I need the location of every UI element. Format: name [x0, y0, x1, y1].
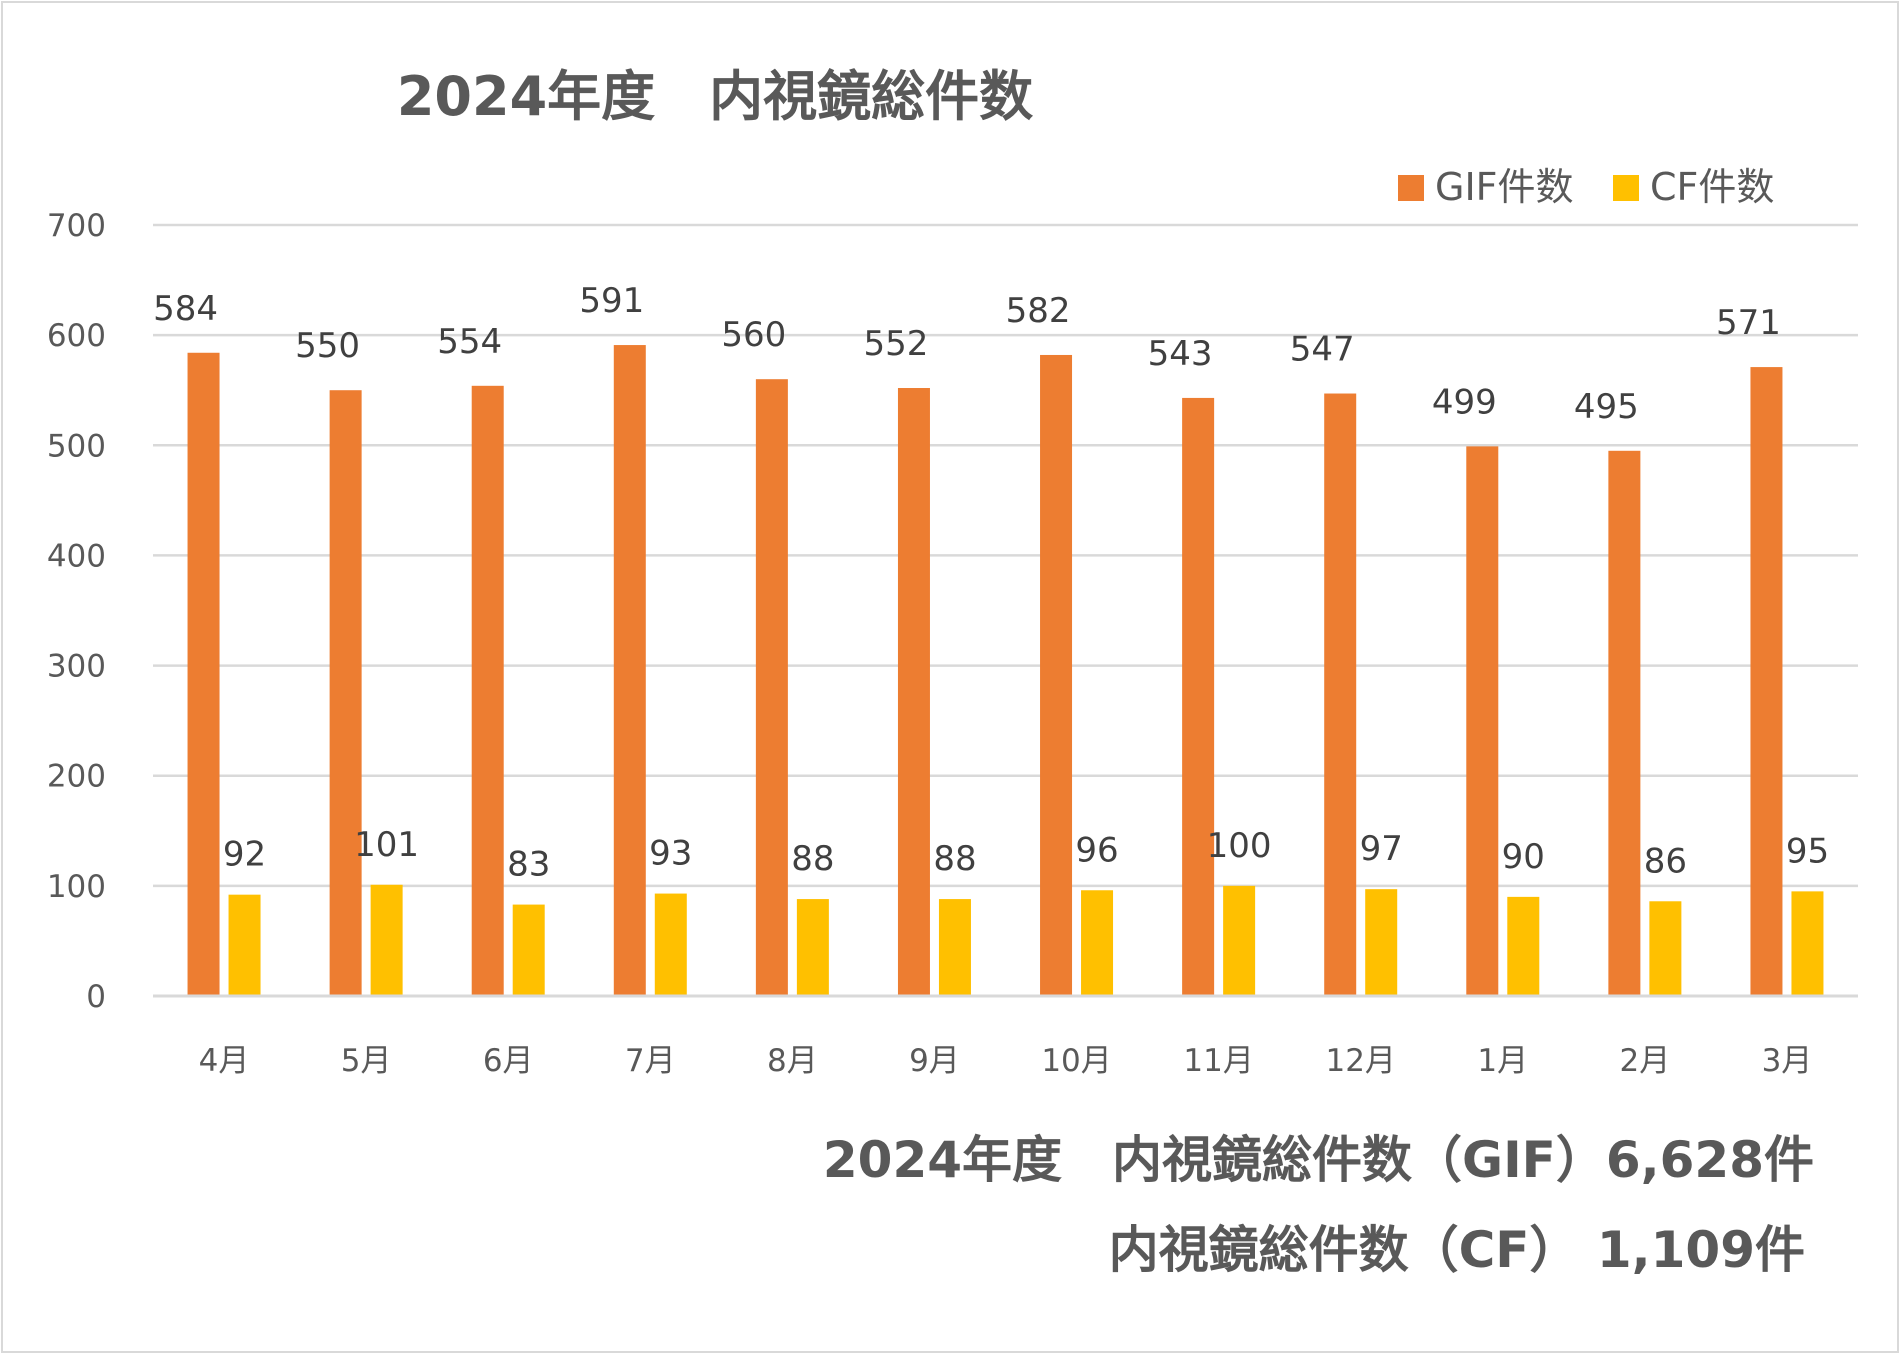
bar-gif-5月: [329, 390, 362, 996]
y-tick-label: 500: [47, 428, 106, 464]
data-label-cf: 101: [354, 825, 419, 865]
y-axis: 0 100 200 300 400 500 600 700: [47, 208, 106, 1015]
data-label-cf: 83: [507, 845, 550, 885]
y-tick-label: 200: [47, 759, 106, 795]
bar-cf-9月: [938, 899, 971, 996]
bar-gif-10月: [1040, 354, 1073, 996]
data-label-cf: 93: [649, 834, 692, 874]
bars: [187, 345, 1824, 997]
data-label-cf: 90: [1502, 837, 1545, 877]
data-label-cf: 100: [1207, 826, 1272, 866]
legend-swatch: [1398, 175, 1424, 201]
legend-label: GIF件数: [1435, 165, 1574, 209]
data-label-cf: 86: [1644, 841, 1687, 881]
bar-cf-2月: [1649, 901, 1682, 996]
data-label-gif: 584: [153, 289, 218, 329]
summary-cf-total: 内視鏡総件数（CF） 1,109件: [1109, 1221, 1805, 1279]
bar-gif-8月: [755, 379, 788, 996]
data-label-gif: 547: [1290, 330, 1355, 370]
bar-cf-8月: [796, 899, 829, 996]
data-label-cf: 97: [1360, 829, 1403, 869]
bar-cf-12月: [1365, 889, 1398, 996]
bar-gif-1月: [1466, 446, 1499, 996]
x-tick-label: 10月: [1041, 1043, 1111, 1079]
data-label-gif: 554: [437, 322, 502, 362]
gridlines: [153, 223, 1858, 998]
data-label-gif: 499: [1432, 382, 1497, 422]
data-label-cf: 96: [1075, 830, 1118, 870]
data-label-cf: 95: [1786, 831, 1829, 871]
data-label-gif: 582: [1006, 291, 1071, 331]
data-label-gif: 571: [1716, 303, 1781, 343]
x-tick-label: 3月: [1762, 1043, 1813, 1079]
data-label-gif: 495: [1574, 387, 1639, 427]
data-label-cf: 88: [791, 839, 834, 879]
x-tick-label: 5月: [341, 1043, 392, 1079]
bar-gif-3月: [1750, 367, 1783, 996]
y-tick-label: 600: [47, 318, 106, 354]
bar-gif-11月: [1182, 397, 1215, 996]
y-tick-label: 400: [47, 538, 106, 574]
y-tick-label: 700: [47, 208, 106, 244]
x-tick-label: 4月: [199, 1043, 250, 1079]
data-label-cf: 88: [933, 839, 976, 879]
endoscopy-bar-chart: 2024年度 内視鏡総件数 0 100 200 300 400 500 600 700 584…: [47, 65, 1858, 1279]
y-tick-label: 100: [47, 869, 106, 905]
x-axis: 4月 5月 6月 7月 8月 9月 10月 11月 12月 1月 2月 3月: [153, 994, 1858, 1079]
data-label-gif: 552: [864, 324, 929, 364]
data-label-gif: 543: [1148, 334, 1213, 374]
data-labels: 584 92 550 101 554 83 591 93 560 88 552 88 582 96 543 1…: [153, 281, 1829, 885]
x-tick-label: 8月: [767, 1043, 818, 1079]
y-tick-label: 300: [47, 649, 106, 685]
bar-cf-3月: [1791, 891, 1824, 996]
bar-cf-6月: [512, 904, 545, 996]
x-tick-label: 12月: [1325, 1043, 1395, 1079]
x-tick-label: 9月: [909, 1043, 960, 1079]
bar-gif-12月: [1324, 393, 1357, 997]
data-label-gif: 550: [295, 326, 360, 366]
bar-cf-1月: [1507, 896, 1540, 996]
y-tick-label: 0: [86, 979, 106, 1015]
data-label-gif: 591: [579, 281, 644, 321]
chart-title: 2024年度 内視鏡総件数: [397, 65, 1033, 128]
legend: GIF件数 CF件数: [1398, 165, 1774, 209]
legend-label: CF件数: [1650, 165, 1774, 209]
legend-swatch: [1613, 175, 1639, 201]
bar-cf-10月: [1081, 890, 1114, 996]
bar-cf-5月: [370, 884, 403, 996]
summary-gif-total: 2024年度 内視鏡総件数（GIF）6,628件: [823, 1131, 1814, 1189]
x-tick-label: 7月: [625, 1043, 676, 1079]
x-tick-label: 11月: [1183, 1043, 1253, 1079]
bar-gif-9月: [897, 388, 930, 996]
x-tick-label: 6月: [483, 1043, 534, 1079]
bar-cf-7月: [654, 893, 687, 996]
bar-gif-2月: [1608, 450, 1641, 996]
data-label-gif: 560: [721, 315, 786, 355]
bar-cf-4月: [228, 894, 261, 996]
bar-cf-11月: [1223, 885, 1256, 996]
bar-gif-4月: [187, 352, 220, 996]
bar-gif-6月: [471, 385, 504, 996]
data-label-cf: 92: [223, 835, 266, 875]
x-tick-label: 1月: [1477, 1043, 1528, 1079]
bar-gif-7月: [613, 345, 646, 996]
x-tick-label: 2月: [1620, 1043, 1671, 1079]
